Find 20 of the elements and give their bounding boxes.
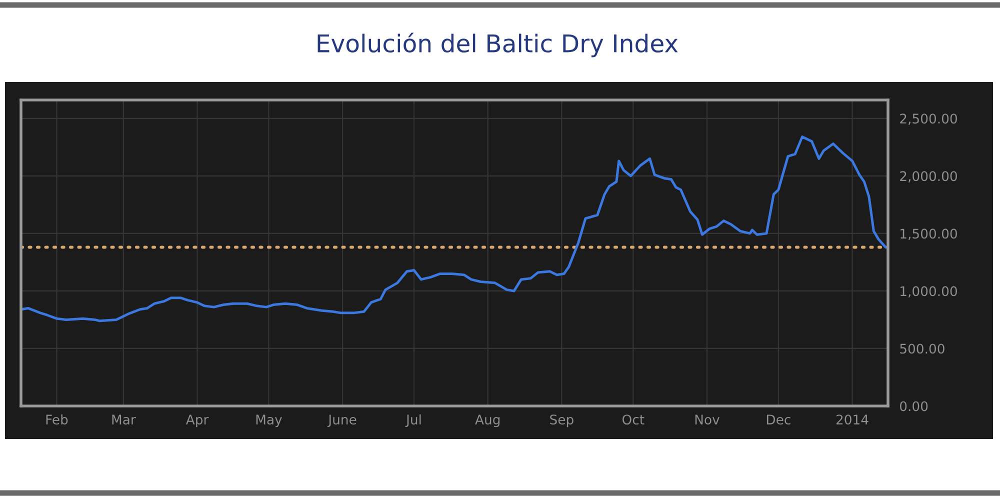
x-tick-label: Sep [550,414,574,428]
y-tick-label: 2,500.00 [900,114,957,125]
y-tick-label: 0.00 [900,401,928,412]
x-tick-label: Jul [405,414,421,427]
x-tick-label: Oct [622,414,644,425]
x-tick-label: June [328,414,356,427]
line-series [21,136,887,322]
y-tick-label: 1,000.00 [900,286,957,298]
chart-title: Evolución del Baltic Dry Index [318,32,678,58]
x-tick-label: 2014 [836,414,868,425]
x-tick-label: Nov [695,414,720,425]
y-tick-label: 2,000.00 [900,171,957,182]
x-tick-label: Mar [112,414,136,425]
x-tick-label: Feb [46,414,68,425]
y-tick-label: 1,500.00 [900,228,957,240]
y-tick-label: 500.00 [900,344,944,354]
x-tick-label: Apr [186,414,209,428]
x-tick-label: Dec [766,414,790,425]
x-tick-label: May [256,414,282,428]
x-tick-label: Aug [475,414,500,428]
